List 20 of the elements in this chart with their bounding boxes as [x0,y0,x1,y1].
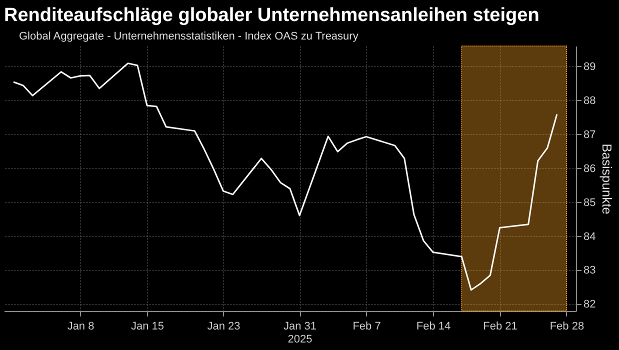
chart-title: Renditeaufschläge globaler Unternehmensanleihen steigen [4,5,540,26]
y-tick-label: 88 [584,94,596,107]
y-tick-label: 84 [584,230,596,243]
y-axis-title: Basispunkte [600,144,615,214]
x-tick-label: Jan 15 [130,320,164,332]
x-tick-label: Jan 31 2025 [284,320,317,346]
y-tick-label: 83 [584,264,596,277]
x-tick-label: Feb 21 [483,320,518,332]
x-tick-label: Jan 8 [67,320,94,332]
y-tick-label: 86 [584,162,596,175]
text: Global Aggregate - Unternehmensstatistiken - Index OAS zu Treasury [19,30,359,42]
x-tick-label: Feb 28 [550,320,584,332]
x-tick-label: Jan 23 [207,320,240,332]
x-tick-label: Feb 7 [352,320,381,332]
line-series [12,62,558,291]
y-tick-label: 82 [584,298,596,311]
y-tick-label: 85 [584,196,596,209]
y-tick-label: 89 [584,60,596,73]
y-tick-label: 87 [584,128,596,141]
x-tick-label: Feb 14 [416,320,451,332]
